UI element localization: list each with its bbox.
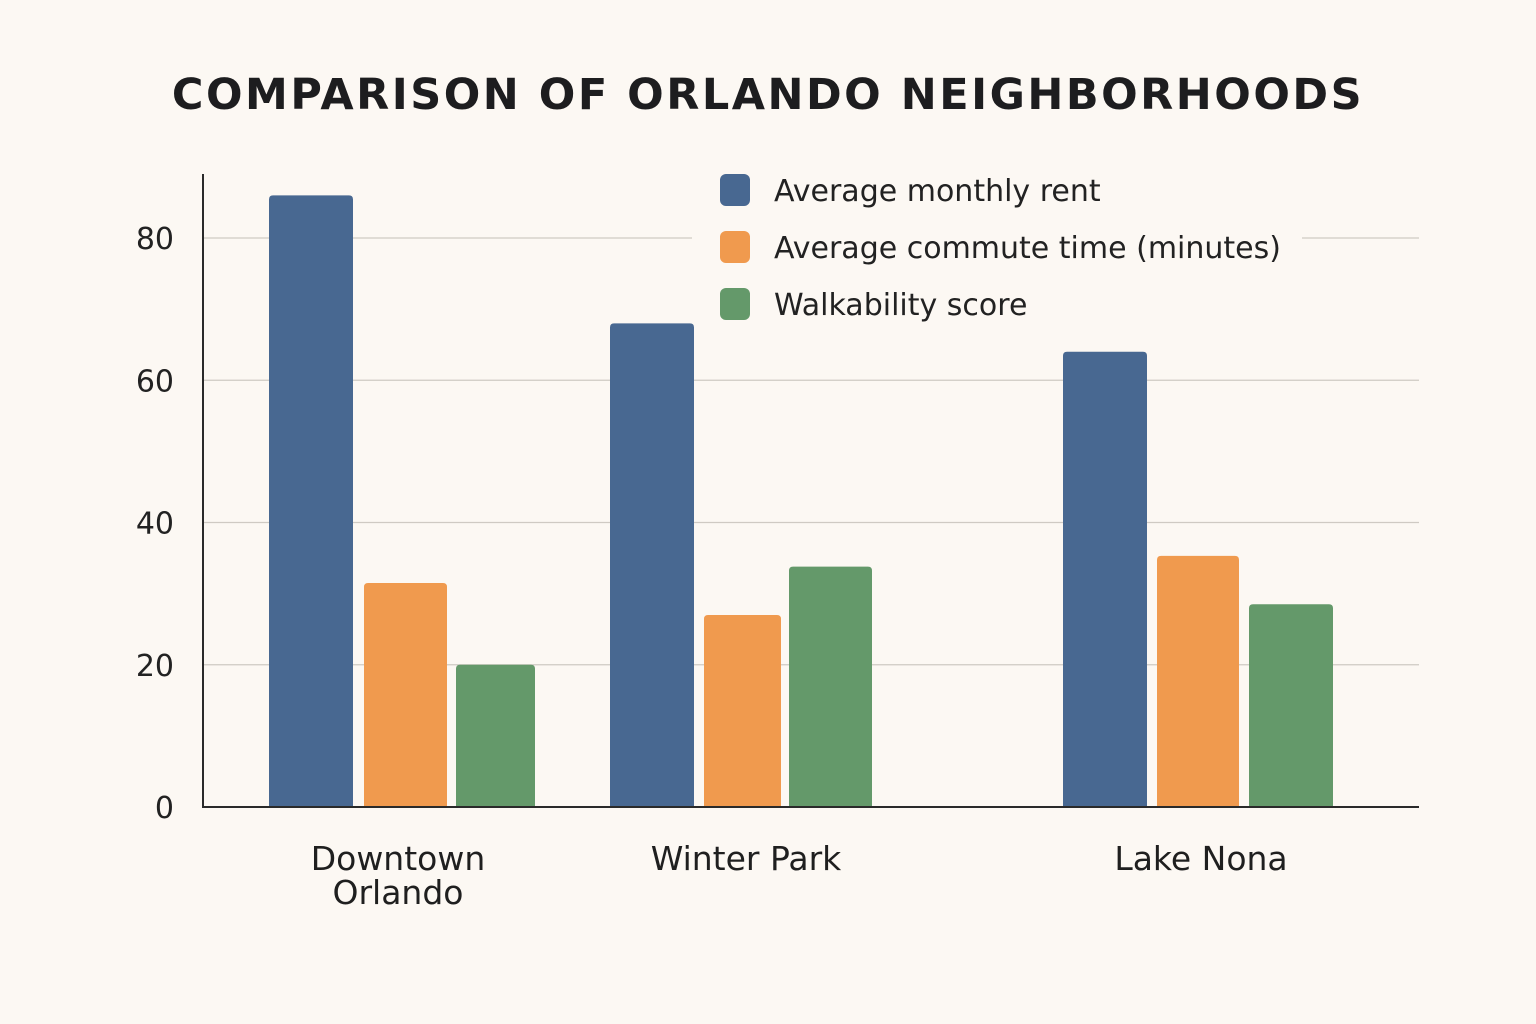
bar-winter-park-series-2 bbox=[704, 614, 781, 807]
bar-winter-park-series-3 bbox=[789, 566, 872, 807]
bar-lake-nona-series-2 bbox=[1157, 555, 1239, 807]
legend-label-1: Average monthly rent bbox=[774, 174, 1101, 209]
y-tick-label: 0 bbox=[155, 791, 174, 826]
legend-background bbox=[692, 166, 1302, 326]
bar-lake-nona-series-1 bbox=[1063, 351, 1147, 807]
bar-lake-nona-series-3 bbox=[1249, 604, 1333, 807]
y-tick-label: 40 bbox=[136, 507, 174, 542]
legend-label-2: Average commute time (minutes) bbox=[774, 231, 1281, 266]
legend-label-3: Walkability score bbox=[774, 288, 1027, 323]
chart-title: COMPARISON OF ORLANDO NEIGHBORHOODS bbox=[171, 70, 1365, 120]
legend-swatch-1 bbox=[720, 174, 750, 206]
x-category-label: Winter Park bbox=[651, 839, 842, 878]
legend-swatch-2 bbox=[720, 231, 750, 263]
y-tick-label: 80 bbox=[136, 222, 174, 257]
x-category-label: Downtown bbox=[311, 839, 486, 878]
bar-downtown-orlando-series-1 bbox=[269, 195, 353, 807]
bar-winter-park-series-1 bbox=[610, 323, 694, 807]
y-tick-label: 20 bbox=[136, 649, 174, 684]
y-tick-label: 60 bbox=[136, 364, 174, 399]
bar-downtown-orlando-series-3 bbox=[456, 664, 535, 807]
legend-swatch-3 bbox=[720, 288, 750, 320]
x-category-label: Orlando bbox=[333, 873, 464, 912]
x-category-label: Lake Nona bbox=[1114, 839, 1287, 878]
bar-downtown-orlando-series-2 bbox=[364, 582, 447, 807]
